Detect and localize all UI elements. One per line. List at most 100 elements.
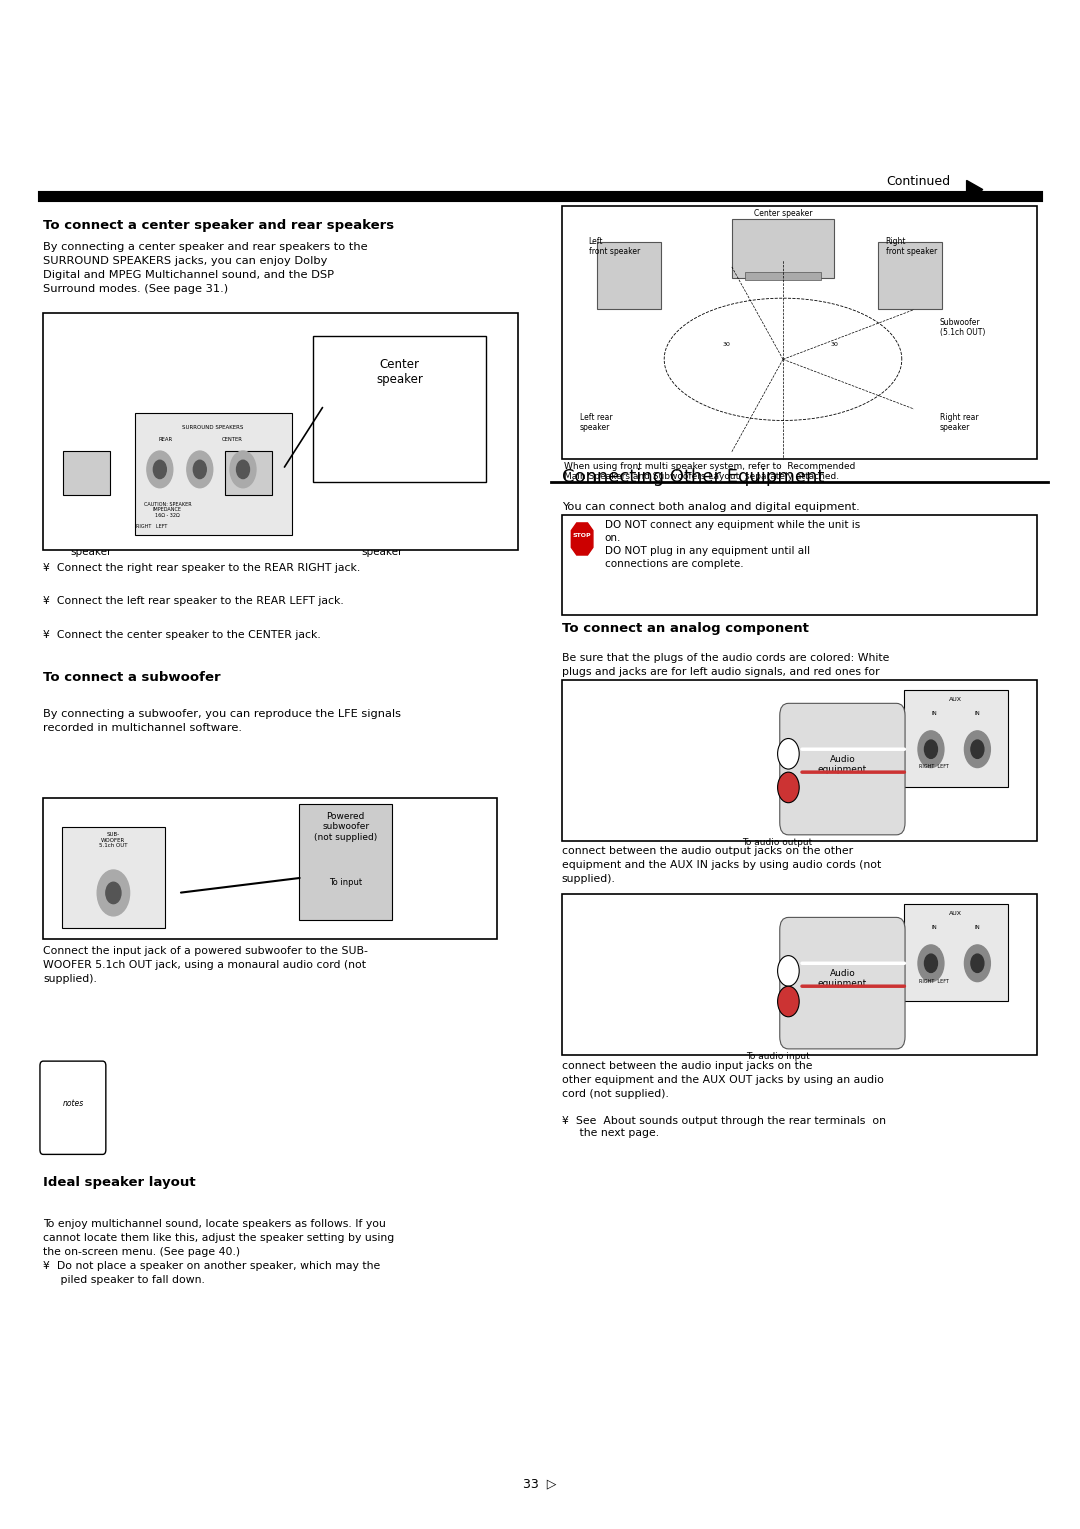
Text: Right
front speaker: Right front speaker xyxy=(886,237,936,257)
FancyBboxPatch shape xyxy=(878,242,942,309)
Text: AUX: AUX xyxy=(949,911,962,916)
Text: ¥  See  About sounds output through the rear terminals  on
     the next page.: ¥ See About sounds output through the re… xyxy=(562,1116,886,1138)
Text: To connect a center speaker and rear speakers: To connect a center speaker and rear spe… xyxy=(43,219,394,232)
Text: RIGHT   LEFT: RIGHT LEFT xyxy=(135,524,167,529)
FancyBboxPatch shape xyxy=(562,680,1037,841)
Text: Audio
equipment: Audio equipment xyxy=(818,755,867,774)
Circle shape xyxy=(97,870,130,916)
Text: Left rear
speaker: Left rear speaker xyxy=(362,535,406,557)
FancyBboxPatch shape xyxy=(562,515,1037,615)
Polygon shape xyxy=(967,180,983,199)
Circle shape xyxy=(237,460,249,479)
FancyBboxPatch shape xyxy=(780,703,905,835)
Circle shape xyxy=(187,451,213,488)
Text: IN: IN xyxy=(931,925,937,930)
Circle shape xyxy=(918,731,944,768)
Circle shape xyxy=(964,731,990,768)
Text: To connect a subwoofer: To connect a subwoofer xyxy=(43,671,220,685)
Text: OUT: OUT xyxy=(972,948,983,953)
Text: OUT: OUT xyxy=(929,948,940,953)
Text: 30: 30 xyxy=(723,341,731,347)
Text: 30: 30 xyxy=(831,341,839,347)
Text: Connecting Other Equipment: Connecting Other Equipment xyxy=(562,468,824,486)
Text: Continued: Continued xyxy=(887,174,950,188)
Circle shape xyxy=(924,740,937,758)
FancyBboxPatch shape xyxy=(313,336,486,482)
Text: To input: To input xyxy=(329,878,362,887)
FancyBboxPatch shape xyxy=(745,272,821,280)
Text: You can connect both analog and digital equipment.: You can connect both analog and digital … xyxy=(562,502,860,512)
Text: Set the powered subwoofer (not supplied) volume level to the
minimum before sele: Set the powered subwoofer (not supplied)… xyxy=(113,1053,471,1102)
Circle shape xyxy=(153,460,166,479)
FancyBboxPatch shape xyxy=(40,1061,106,1154)
Text: Right rear
speaker: Right rear speaker xyxy=(940,413,978,433)
Circle shape xyxy=(918,945,944,982)
Text: Left
front speaker: Left front speaker xyxy=(589,237,639,257)
Text: Right rear
speaker: Right rear speaker xyxy=(70,535,122,557)
Circle shape xyxy=(193,460,206,479)
Text: By connecting a subwoofer, you can reproduce the LFE signals
recorded in multich: By connecting a subwoofer, you can repro… xyxy=(43,709,401,734)
Text: Center speaker: Center speaker xyxy=(754,209,812,219)
Circle shape xyxy=(106,882,121,904)
Circle shape xyxy=(778,986,799,1017)
FancyBboxPatch shape xyxy=(904,904,1008,1001)
Text: Connect the input jack of a powered subwoofer to the SUB-
WOOFER 5.1ch OUT jack,: Connect the input jack of a powered subw… xyxy=(43,946,368,985)
FancyBboxPatch shape xyxy=(562,894,1037,1055)
FancyBboxPatch shape xyxy=(43,313,518,550)
Text: IN: IN xyxy=(974,925,981,930)
FancyBboxPatch shape xyxy=(904,690,1008,787)
Circle shape xyxy=(964,945,990,982)
Text: To connect an analog component: To connect an analog component xyxy=(562,622,809,636)
Text: Subwoofer
(5.1ch OUT): Subwoofer (5.1ch OUT) xyxy=(940,318,985,338)
Text: By connecting a center speaker and rear speakers to the
SURROUND SPEAKERS jacks,: By connecting a center speaker and rear … xyxy=(43,242,368,294)
Circle shape xyxy=(778,739,799,769)
Circle shape xyxy=(778,772,799,803)
Text: Left rear
speaker: Left rear speaker xyxy=(580,413,612,433)
FancyBboxPatch shape xyxy=(299,804,392,920)
Text: connect between the audio output jacks on the other
equipment and the AUX IN jac: connect between the audio output jacks o… xyxy=(562,846,881,884)
Text: connect between the audio input jacks on the
other equipment and the AUX OUT jac: connect between the audio input jacks on… xyxy=(562,1061,883,1099)
Text: OUT: OUT xyxy=(972,734,983,739)
FancyBboxPatch shape xyxy=(597,242,661,309)
FancyBboxPatch shape xyxy=(135,413,292,535)
FancyBboxPatch shape xyxy=(62,827,165,928)
Text: Audio
equipment: Audio equipment xyxy=(818,969,867,988)
Circle shape xyxy=(147,451,173,488)
Text: SUB-
WOOFER
5.1ch OUT: SUB- WOOFER 5.1ch OUT xyxy=(99,832,127,849)
FancyBboxPatch shape xyxy=(43,1050,497,1161)
Text: ¥  Connect the left rear speaker to the REAR LEFT jack.: ¥ Connect the left rear speaker to the R… xyxy=(43,596,343,607)
Text: AUX: AUX xyxy=(949,697,962,702)
Text: CENTER: CENTER xyxy=(221,437,243,442)
Text: 33  ▷: 33 ▷ xyxy=(524,1477,556,1491)
Polygon shape xyxy=(571,523,593,555)
Text: To enjoy multichannel sound, locate speakers as follows. If you
cannot locate th: To enjoy multichannel sound, locate spea… xyxy=(43,1219,394,1284)
Circle shape xyxy=(924,954,937,972)
FancyBboxPatch shape xyxy=(780,917,905,1049)
Text: SURROUND SPEAKERS: SURROUND SPEAKERS xyxy=(183,425,243,430)
Text: IN: IN xyxy=(931,711,937,716)
Text: OUT: OUT xyxy=(929,734,940,739)
Circle shape xyxy=(971,740,984,758)
Circle shape xyxy=(230,451,256,488)
Text: Ideal speaker layout: Ideal speaker layout xyxy=(43,1176,195,1190)
Text: To audio output: To audio output xyxy=(742,838,813,847)
Text: CAUTION: SPEAKER
IMPEDANCE
16Ω - 32Ω: CAUTION: SPEAKER IMPEDANCE 16Ω - 32Ω xyxy=(144,502,191,518)
Text: DO NOT connect any equipment while the unit is
on.
DO NOT plug in any equipment : DO NOT connect any equipment while the u… xyxy=(605,520,860,569)
Text: ¥  Connect the center speaker to the CENTER jack.: ¥ Connect the center speaker to the CENT… xyxy=(43,630,321,641)
FancyBboxPatch shape xyxy=(225,451,272,495)
Text: RIGHT  LEFT: RIGHT LEFT xyxy=(919,764,949,769)
Circle shape xyxy=(971,954,984,972)
FancyBboxPatch shape xyxy=(732,219,834,278)
Text: To audio input: To audio input xyxy=(745,1052,810,1061)
Text: notes: notes xyxy=(63,1099,84,1109)
FancyBboxPatch shape xyxy=(63,451,110,495)
FancyBboxPatch shape xyxy=(562,206,1037,459)
Text: Center
speaker: Center speaker xyxy=(376,358,423,385)
Text: IN: IN xyxy=(974,711,981,716)
Text: REAR: REAR xyxy=(158,437,173,442)
Text: When using front multi speaker system, refer to  Recommended
Main Speakers and S: When using front multi speaker system, r… xyxy=(564,462,855,482)
Circle shape xyxy=(778,956,799,986)
Text: RIGHT  LEFT: RIGHT LEFT xyxy=(919,979,949,983)
Text: Powered
subwoofer
(not supplied): Powered subwoofer (not supplied) xyxy=(314,812,377,841)
Text: STOP: STOP xyxy=(572,532,592,538)
